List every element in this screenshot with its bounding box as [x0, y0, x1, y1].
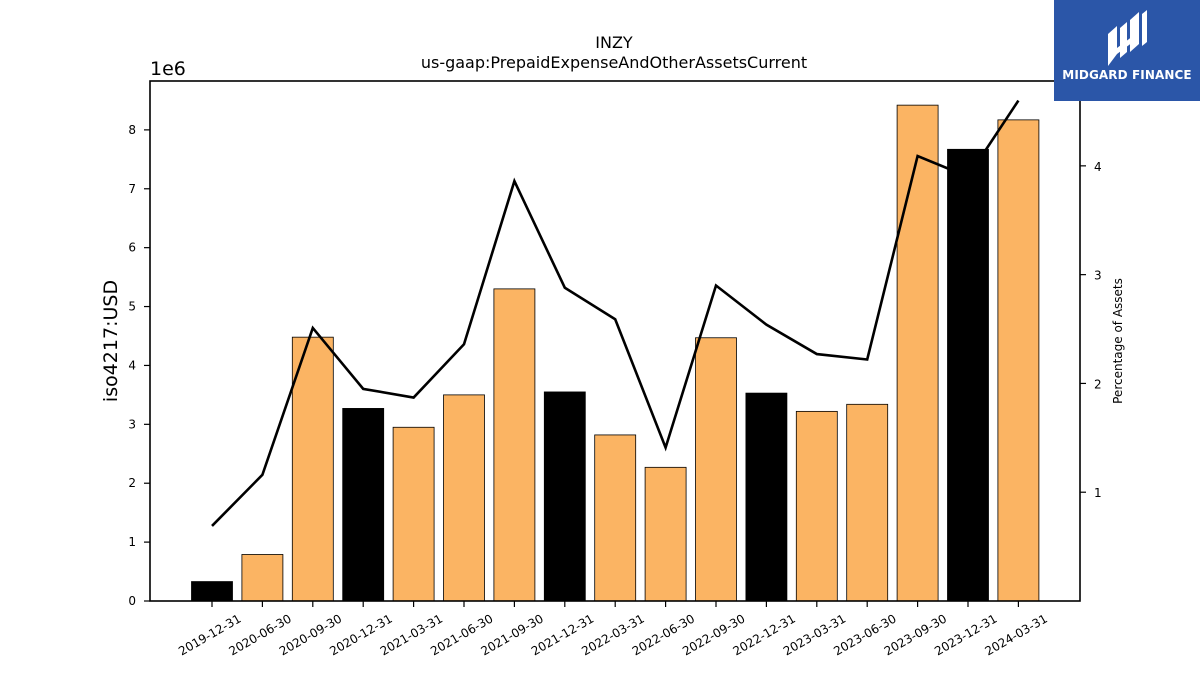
bar-2023-12-31 — [947, 148, 989, 602]
bar-2021-09-30 — [493, 288, 536, 602]
y2-tick-label: 3 — [1094, 269, 1102, 283]
bar-2023-06-30 — [846, 403, 889, 602]
percentage-line-path — [211, 99, 1020, 527]
chart-title: INZY — [595, 33, 633, 52]
y-tick-label: 6 — [128, 241, 136, 255]
bar-2023-09-30 — [896, 104, 939, 602]
y2-tick-label: 2 — [1094, 377, 1102, 391]
y-tick-label: 2 — [128, 476, 136, 490]
bar-series — [191, 104, 1040, 602]
bar-2021-03-31 — [392, 426, 435, 602]
bar-2021-06-30 — [443, 394, 485, 602]
midgard-finance-logo: MIDGARD FINANCE — [1054, 0, 1200, 101]
y2-axis-ticks: 1 2 3 4 — [1080, 160, 1102, 500]
y-tick-label: 4 — [128, 358, 136, 372]
logo-mark-icon — [1108, 10, 1147, 66]
x-axis-ticks: 2019-12-312020-06-302020-09-302020-12-31… — [176, 601, 1050, 658]
bar-2024-03-31 — [997, 119, 1040, 602]
y-tick-label: 7 — [128, 182, 136, 196]
bar-2019-12-31 — [191, 581, 233, 602]
y-tick-label: 3 — [128, 417, 136, 431]
bar-2020-12-31 — [342, 408, 385, 602]
bar-2020-09-30 — [291, 336, 334, 602]
logo-text: MIDGARD FINANCE — [1062, 68, 1192, 82]
bar-2021-12-31 — [543, 391, 586, 602]
bar-2022-12-31 — [745, 392, 788, 602]
y-tick-label: 1 — [128, 535, 136, 549]
bar-2022-03-31 — [594, 434, 637, 602]
y2-axis-label: Percentage of Assets — [1111, 278, 1125, 404]
y-tick-label: 8 — [128, 123, 136, 137]
bar-2023-03-31 — [795, 410, 838, 602]
y2-tick-label: 1 — [1094, 486, 1102, 500]
bar-2022-09-30 — [695, 337, 737, 602]
chart-subtitle: us-gaap:PrepaidExpenseAndOtherAssetsCurr… — [421, 53, 807, 72]
y-axis-ticks: 0 1 2 3 4 5 6 7 8 — [128, 123, 150, 608]
y2-tick-label: 4 — [1094, 160, 1102, 174]
percentage-line — [211, 99, 1020, 527]
y-axis-label: iso4217:USD — [100, 280, 122, 402]
y-tick-label: 0 — [128, 594, 136, 608]
y-tick-label: 5 — [128, 300, 136, 314]
bar-2020-06-30 — [241, 554, 284, 602]
y-axis-multiplier: 1e6 — [150, 58, 186, 80]
bar-2022-06-30 — [644, 466, 687, 602]
